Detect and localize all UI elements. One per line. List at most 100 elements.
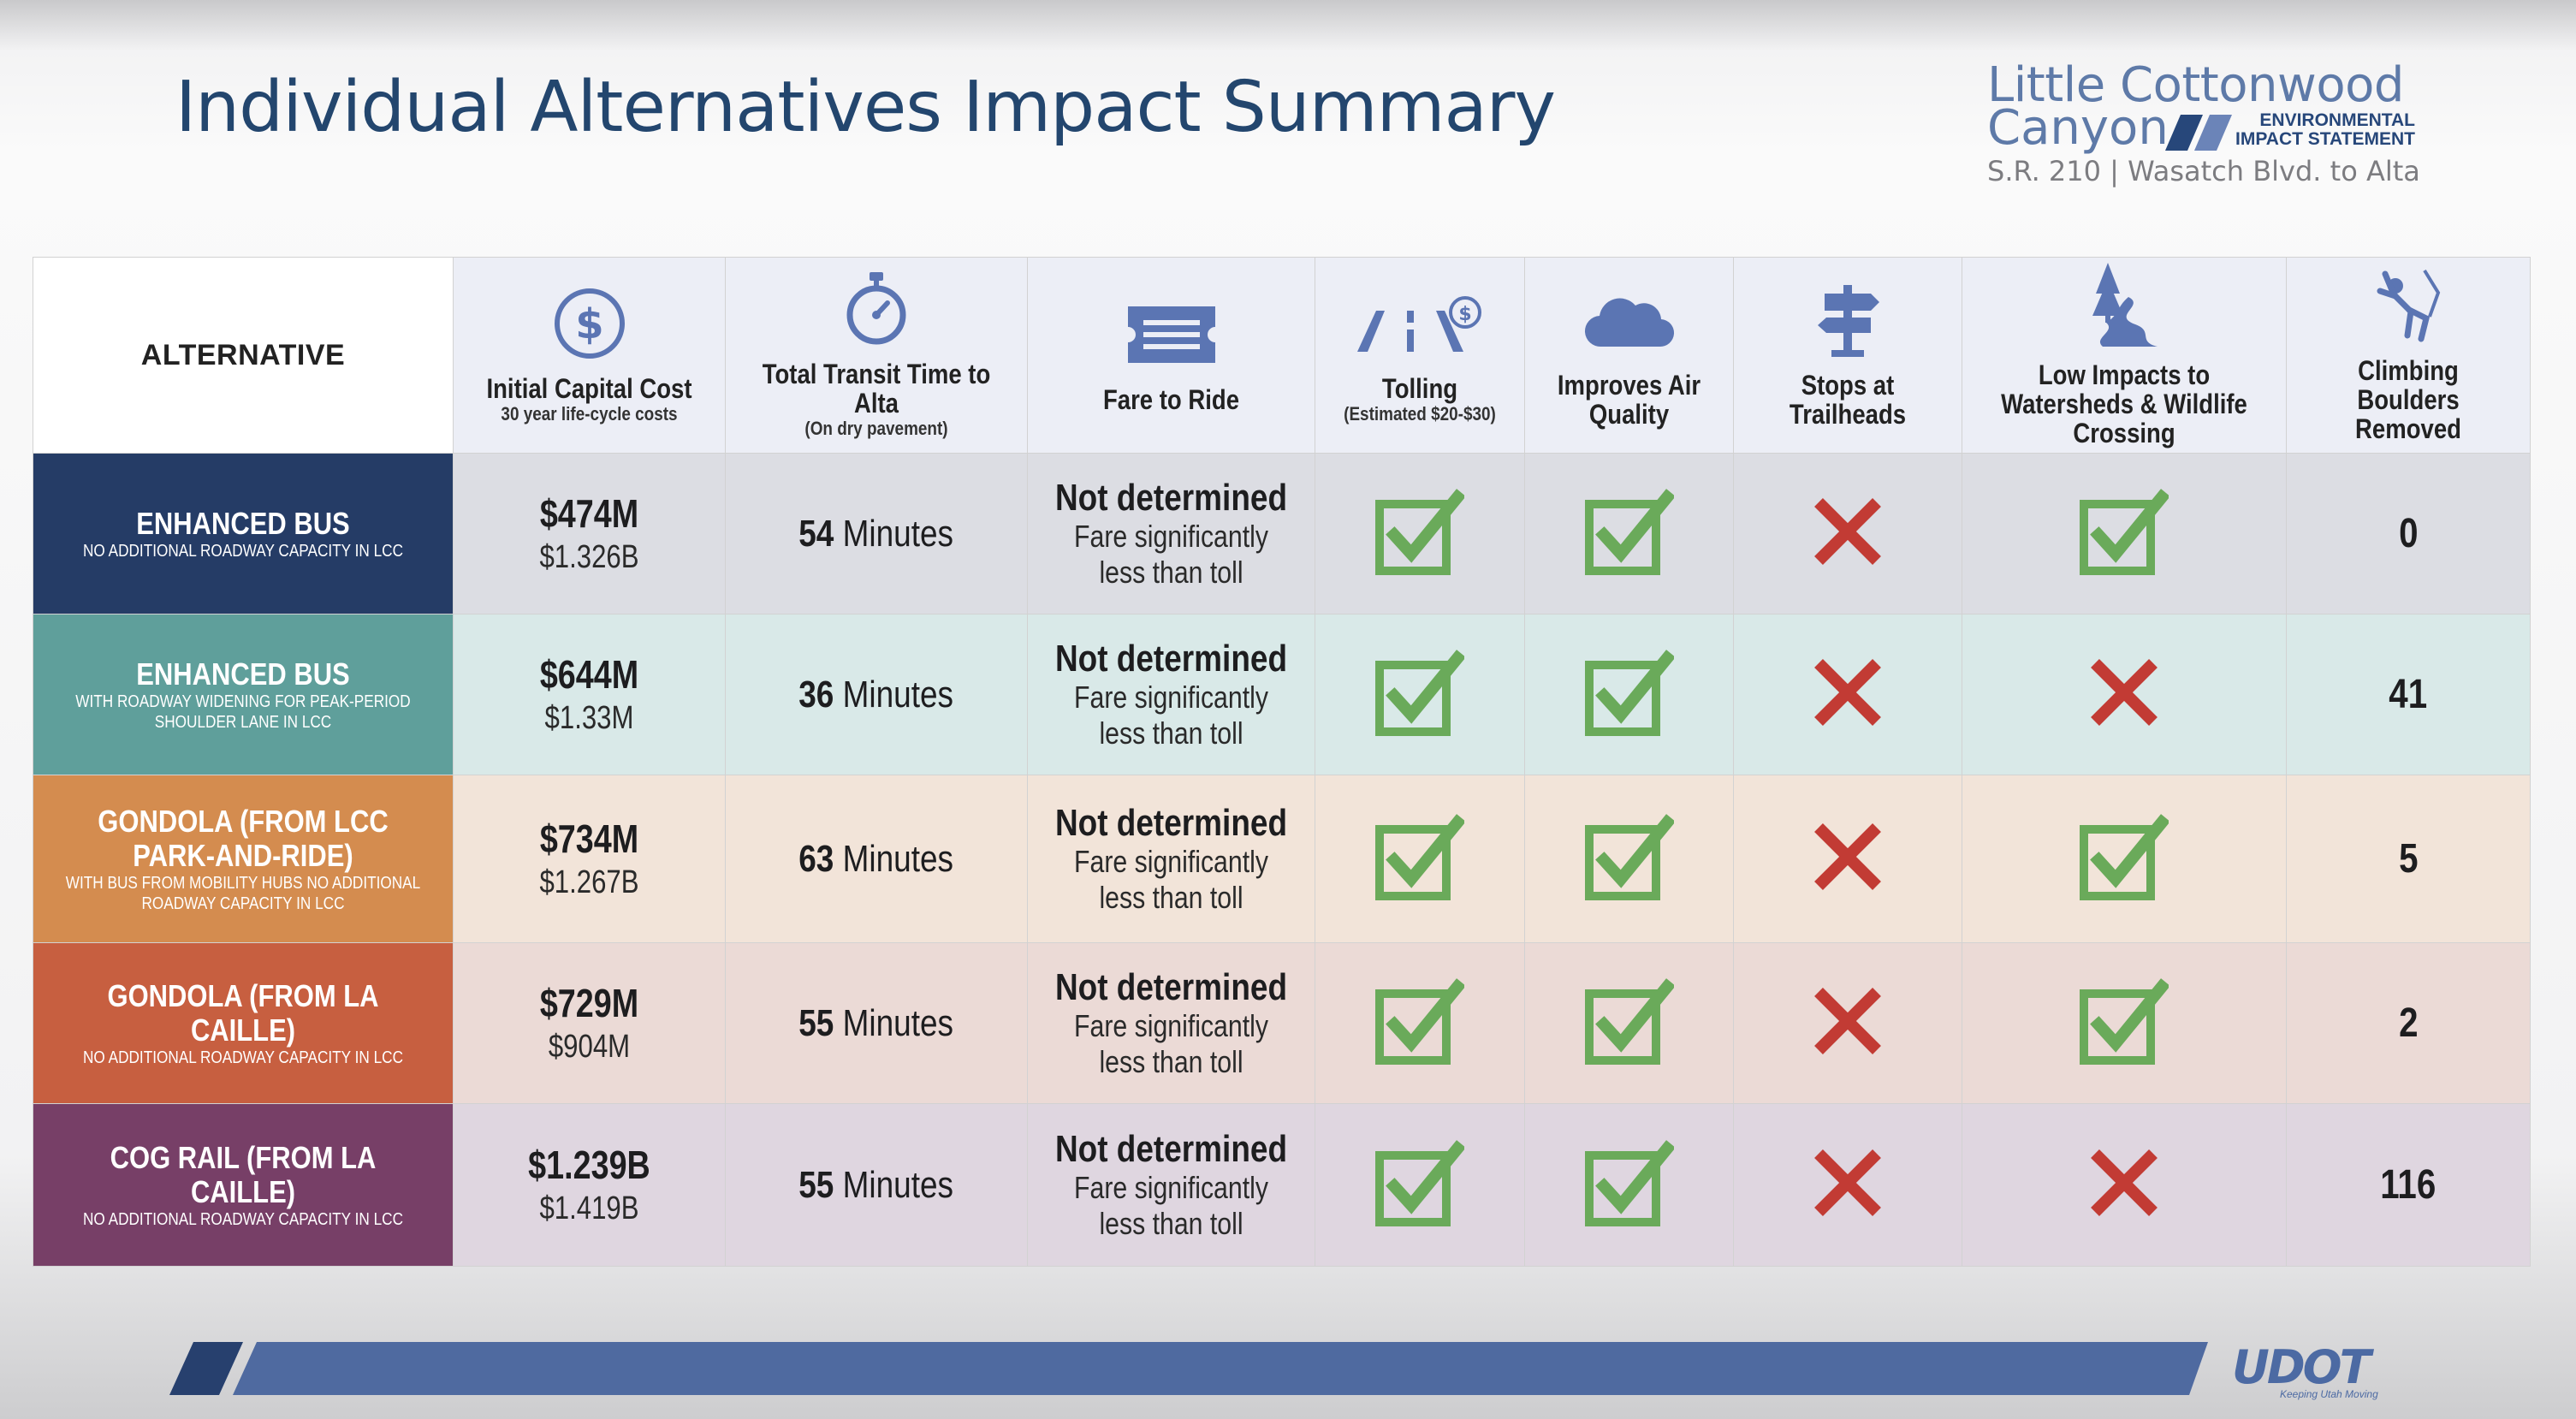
fare-cell: Not determined Fare significantly less t… xyxy=(1027,942,1315,1104)
check-icon xyxy=(1375,650,1466,736)
check-icon xyxy=(1584,978,1676,1065)
alternative-name: COG RAIL (FROM LA CAILLE) xyxy=(110,1139,377,1209)
watershed-cell xyxy=(1962,775,2287,943)
capital-cost-cell: $474M $1.326B xyxy=(453,453,726,615)
check-icon xyxy=(1584,489,1676,575)
udot-tagline: Keeping Utah Moving xyxy=(2280,1388,2378,1400)
logo-eis-line-1: ENVIRONMENTAL xyxy=(2259,110,2415,130)
fare-status: Not determined xyxy=(1054,637,1288,680)
air-quality-cell xyxy=(1524,775,1734,943)
fare-note: Fare significantly less than toll xyxy=(1074,518,1268,590)
table-row: GONDOLA (FROM LA CAILLE) NO ADDITIONAL R… xyxy=(33,942,2531,1104)
table-row: ENHANCED BUS WITH ROADWAY WIDENING FOR P… xyxy=(33,614,2531,775)
alternative-cell: ENHANCED BUS NO ADDITIONAL ROADWAY CAPAC… xyxy=(33,453,454,615)
cross-icon xyxy=(1814,988,1881,1054)
minutes-label: Minutes xyxy=(842,837,954,880)
column-title: Low Impacts to Watersheds & Wildlife Cro… xyxy=(2001,359,2247,448)
mountain-stream-icon xyxy=(2092,263,2158,347)
trail-sign-icon xyxy=(1818,285,1879,357)
alternative-cell: GONDOLA (FROM LA CAILLE) NO ADDITIONAL R… xyxy=(33,942,454,1104)
alternative-header: ALTERNATIVE xyxy=(33,257,454,454)
tolling-cell xyxy=(1315,1103,1525,1267)
capital-cost: $729M xyxy=(539,980,639,1025)
fare-status: Not determined xyxy=(1054,1127,1288,1170)
cross-icon xyxy=(1814,1149,1881,1216)
cross-icon xyxy=(2091,1149,2158,1216)
table-row: GONDOLA (FROM LCC PARK-AND-RIDE) WITH BU… xyxy=(33,775,2531,943)
header-row: ALTERNATIVE $ Initial Capital Cost 30 ye… xyxy=(33,257,2531,454)
capital-cost-cell: $734M $1.267B xyxy=(453,775,726,943)
alternative-note: WITH BUS FROM MOBILITY HUBS NO ADDITIONA… xyxy=(65,873,421,913)
table-row: COG RAIL (FROM LA CAILLE) NO ADDITIONAL … xyxy=(33,1103,2531,1267)
capital-cost: $644M xyxy=(539,651,639,697)
alternative-name: GONDOLA (FROM LA CAILLE) xyxy=(107,977,379,1048)
transit-minutes-value: 36 xyxy=(798,673,834,715)
cross-icon xyxy=(1814,823,1881,890)
watershed-cell xyxy=(1962,1103,2287,1267)
fare-note: Fare significantly less than toll xyxy=(1074,1007,1268,1079)
tolling-cell xyxy=(1315,614,1525,775)
page-title: Individual Alternatives Impact Summary xyxy=(175,67,1556,148)
fare-cell: Not determined Fare significantly less t… xyxy=(1027,453,1315,615)
alternative-cell: ENHANCED BUS WITH ROADWAY WIDENING FOR P… xyxy=(33,614,454,775)
air-quality-cell xyxy=(1524,614,1734,775)
lifecycle-cost: $904M xyxy=(548,1028,631,1065)
check-icon xyxy=(1584,650,1676,736)
logo-eis-line-2: IMPACT STATEMENT xyxy=(2235,129,2415,149)
capital-cost-cell: $644M $1.33M xyxy=(453,614,726,775)
column-header-tolling: $ Tolling (Estimated $20-$30) xyxy=(1315,257,1525,454)
trailheads-cell xyxy=(1733,453,1962,615)
column-header-capital-cost: $ Initial Capital Cost 30 year life-cycl… xyxy=(453,257,726,454)
table-body: ENHANCED BUS NO ADDITIONAL ROADWAY CAPAC… xyxy=(33,453,2531,1267)
fare-status: Not determined xyxy=(1054,801,1288,844)
column-header-fare: Fare to Ride xyxy=(1027,257,1315,454)
logo-line-2: Canyon xyxy=(1987,100,2169,156)
capital-cost: $1.239B xyxy=(528,1142,650,1187)
tolling-cell xyxy=(1315,775,1525,943)
udot-logo: UDOT Keeping Utah Moving xyxy=(2232,1344,2412,1404)
alternative-note: NO ADDITIONAL ROADWAY CAPACITY IN LCC xyxy=(82,1209,404,1229)
column-header-watersheds: Low Impacts to Watersheds & Wildlife Cro… xyxy=(1962,257,2287,454)
transit-time-cell: 54 Minutes xyxy=(725,453,1028,615)
boulders-cell: 41 xyxy=(2286,614,2531,775)
column-header-boulders: Climbing Boulders Removed xyxy=(2286,257,2531,454)
column-header-transit-time: Total Transit Time to Alta (On dry pavem… xyxy=(725,257,1028,454)
capital-cost: $734M xyxy=(539,816,639,861)
alternative-name: ENHANCED BUS xyxy=(136,505,350,541)
impact-summary-table: ALTERNATIVE $ Initial Capital Cost 30 ye… xyxy=(33,257,2531,1267)
logo-line-3: S.R. 210 | Wasatch Blvd. to Alta xyxy=(1987,155,2420,187)
fare-note: Fare significantly less than toll xyxy=(1074,679,1268,751)
fare-cell: Not determined Fare significantly less t… xyxy=(1027,775,1315,943)
transit-minutes-value: 54 xyxy=(798,512,834,555)
boulders-cell: 2 xyxy=(2286,942,2531,1104)
lcc-eis-logo: Little Cottonwood Canyon ENVIRONMENTAL I… xyxy=(1987,62,2420,190)
boulders-cell: 0 xyxy=(2286,453,2531,615)
transit-minutes-value: 55 xyxy=(798,1163,834,1206)
boulders-removed: 41 xyxy=(2389,672,2428,717)
alternative-note: NO ADDITIONAL ROADWAY CAPACITY IN LCC xyxy=(82,541,404,561)
capital-cost: $474M xyxy=(539,490,639,536)
trailheads-cell xyxy=(1733,942,1962,1104)
tolling-cell xyxy=(1315,942,1525,1104)
logo-slash-icon xyxy=(2165,115,2232,151)
alternative-cell: COG RAIL (FROM LA CAILLE) NO ADDITIONAL … xyxy=(33,1103,454,1267)
column-header-air-quality: Improves Air Quality xyxy=(1524,257,1734,454)
check-icon xyxy=(1584,1140,1676,1226)
air-quality-cell xyxy=(1524,453,1734,615)
transit-minutes-value: 63 xyxy=(798,837,834,880)
trailheads-cell xyxy=(1733,775,1962,943)
boulders-cell: 5 xyxy=(2286,775,2531,943)
watershed-cell xyxy=(1962,614,2287,775)
watershed-cell xyxy=(1962,942,2287,1104)
logo-eis-text: ENVIRONMENTAL IMPACT STATEMENT xyxy=(2230,111,2415,149)
boulders-removed: 2 xyxy=(2398,1000,2419,1046)
trailheads-cell xyxy=(1733,614,1962,775)
boulders-removed: 0 xyxy=(2398,511,2419,556)
check-icon xyxy=(1375,1140,1466,1226)
minutes-label: Minutes xyxy=(842,1001,954,1044)
air-quality-cell xyxy=(1524,1103,1734,1267)
lifecycle-cost: $1.326B xyxy=(539,538,639,575)
alternative-note: NO ADDITIONAL ROADWAY CAPACITY IN LCC xyxy=(82,1048,404,1067)
transit-time-cell: 63 Minutes xyxy=(725,775,1028,943)
boulders-cell: 116 xyxy=(2286,1103,2531,1267)
